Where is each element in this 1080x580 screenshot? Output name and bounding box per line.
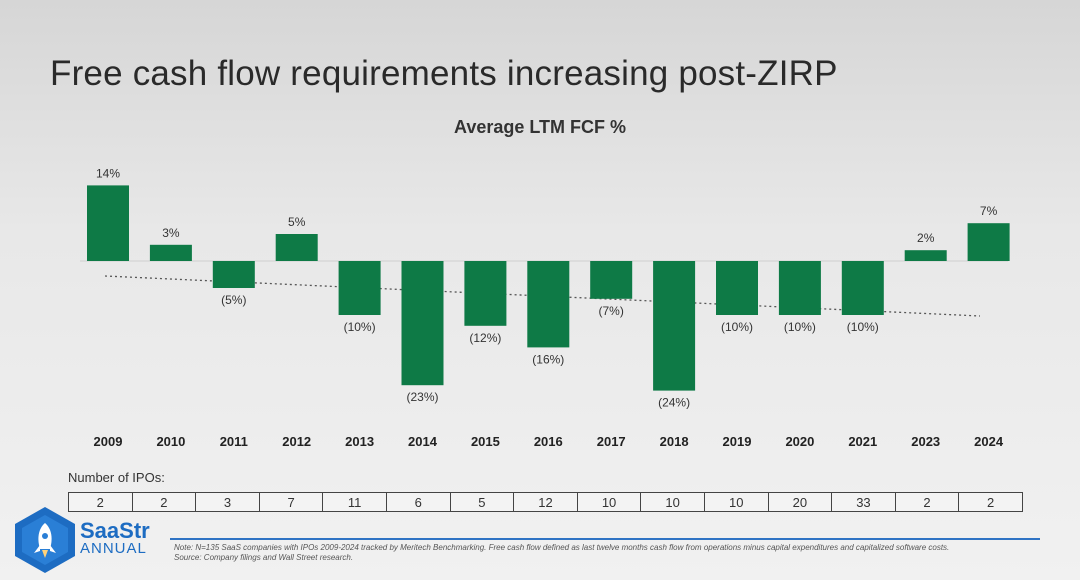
ipo-cell-2019: 10 [705, 493, 769, 511]
bar-2019 [716, 261, 758, 315]
year-label-2009: 2009 [94, 434, 123, 449]
ipo-table-title: Number of IPOs: [68, 470, 165, 485]
ipo-cell-2011: 3 [196, 493, 260, 511]
year-label-2016: 2016 [534, 434, 563, 449]
ipo-cell-2012: 7 [260, 493, 324, 511]
bar-2017 [590, 261, 633, 299]
ipo-cell-2016: 12 [514, 493, 578, 511]
ipo-cell-2017: 10 [578, 493, 642, 511]
year-label-2018: 2018 [660, 434, 689, 449]
bar-2009 [87, 185, 129, 261]
year-label-2014: 2014 [408, 434, 438, 449]
ipo-cell-2021: 33 [832, 493, 896, 511]
year-labels-group: 2009 2010 2011 2012 2013 2014 2015 2016 2017 2018… [94, 434, 1004, 449]
value-label-2009: 14% [96, 166, 120, 180]
ipo-cell-2013: 11 [323, 493, 387, 511]
year-label-2017: 2017 [597, 434, 626, 449]
value-label-2023: 2% [917, 231, 935, 245]
value-label-2012: 5% [288, 215, 306, 229]
value-label-2019: (10%) [721, 320, 753, 334]
slide-title: Free cash flow requirements increasing p… [50, 54, 838, 93]
value-label-2010: 3% [162, 226, 180, 240]
ipo-cell-2010: 2 [133, 493, 197, 511]
bar-2020 [778, 261, 821, 315]
year-label-2012: 2012 [282, 434, 311, 449]
footnote: Note: N=135 SaaS companies with IPOs 200… [174, 543, 1034, 563]
bar-2024 [967, 223, 1010, 261]
footnote-source: Source: Company filings and Wall Street … [174, 553, 354, 562]
bar-2011 [212, 261, 255, 288]
ipo-cell-2023: 2 [896, 493, 960, 511]
value-label-2011: (5%) [221, 293, 246, 307]
year-label-2020: 2020 [785, 434, 814, 449]
ipo-table: 2 2 3 7 11 6 5 12 10 10 10 20 33 2 2 [68, 492, 1023, 512]
value-label-2016: (16%) [532, 352, 564, 366]
year-label-2010: 2010 [156, 434, 185, 449]
bar-2023 [904, 250, 947, 261]
footer-divider [170, 538, 1040, 540]
value-label-2014: (23%) [406, 390, 438, 404]
year-label-2021: 2021 [848, 434, 877, 449]
year-label-2024: 2024 [974, 434, 1004, 449]
bar-2015 [464, 261, 507, 326]
ipo-cell-2020: 20 [769, 493, 833, 511]
bar-2016 [527, 261, 570, 348]
year-label-2013: 2013 [345, 434, 374, 449]
value-label-2018: (24%) [658, 396, 690, 410]
value-label-2015: (12%) [469, 331, 501, 345]
value-label-2021: (10%) [847, 320, 879, 334]
saastr-logo-icon [15, 507, 75, 573]
value-label-2024: 7% [980, 204, 998, 218]
value-label-2013: (10%) [344, 320, 376, 334]
value-label-2020: (10%) [784, 320, 816, 334]
value-labels-group: 14% 3% (5%) 5% (10%) (23%) (12%) (16%) (7%) (24%)… [96, 166, 998, 409]
bar-2021 [841, 261, 884, 315]
fcf-bar-chart: 14% 3% (5%) 5% (10%) (23%) (12%) (16%) (7%) (24%)… [80, 166, 1010, 449]
bar-2018 [653, 261, 696, 391]
year-label-2023: 2023 [911, 434, 940, 449]
bar-2014 [401, 261, 444, 386]
year-label-2019: 2019 [723, 434, 752, 449]
ipo-cell-2014: 6 [387, 493, 451, 511]
ipo-cell-2024: 2 [986, 494, 995, 510]
chart-title: Average LTM FCF % [453, 117, 627, 137]
footnote-note: Note: N=135 SaaS companies with IPOs 200… [174, 543, 950, 552]
bar-2013 [338, 261, 381, 315]
ipo-cell-2009: 2 [69, 493, 133, 511]
bars-group [87, 185, 1010, 391]
logo-sub: ANNUAL [80, 540, 147, 557]
ipo-cell-2018: 10 [641, 493, 705, 511]
bar-2010 [149, 244, 192, 261]
ipo-cell-2015: 5 [451, 493, 515, 511]
bar-2012 [275, 234, 318, 261]
year-label-2015: 2015 [471, 434, 500, 449]
value-label-2017: (7%) [599, 304, 624, 318]
logo-name: SaaStr [80, 518, 150, 543]
year-label-2011: 2011 [220, 434, 248, 449]
